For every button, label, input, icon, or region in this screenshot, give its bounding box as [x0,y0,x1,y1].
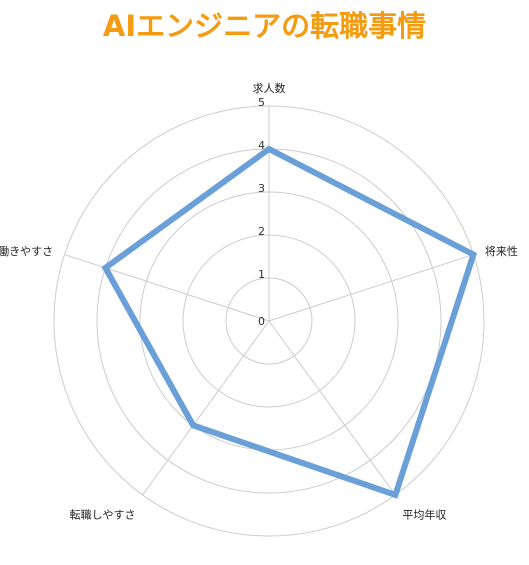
chart-title: AIエンジニアの転職事情 [102,9,427,43]
grid-spoke-3 [268,320,396,496]
tick-label-5: 5 [258,96,265,109]
tick-label-1: 1 [258,268,265,281]
grid-spoke-5 [64,254,270,322]
axis-label-4: 転職しやすさ [70,509,136,522]
grid-spokes [64,106,474,496]
series-layer [101,145,478,499]
axis-label-1: 求人数 [253,82,286,95]
tick-labels: 0 1 2 3 4 5 [258,96,265,328]
tick-label-0: 0 [258,315,265,328]
grid-spoke-2 [268,254,474,322]
grid-spoke-4 [142,320,270,496]
series-line-1 [101,145,478,499]
axis-label-5: 働きやすさ [0,245,53,258]
axis-label-3: 平均年収 [402,508,446,522]
tick-label-4: 4 [258,139,265,152]
tick-label-3: 3 [258,182,265,195]
axis-label-2: 将来性 [485,244,518,258]
tick-label-2: 2 [258,225,265,238]
